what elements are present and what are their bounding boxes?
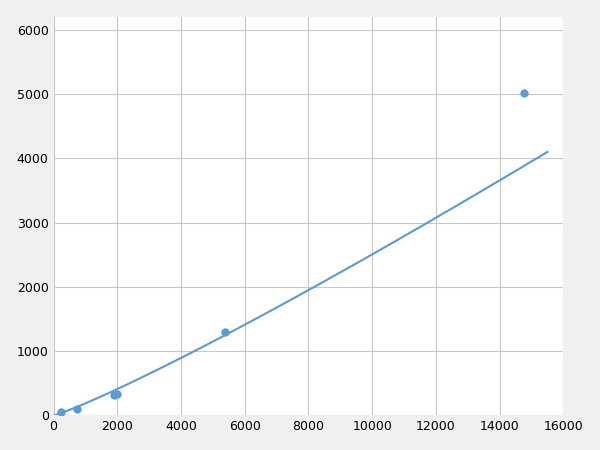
Point <box>73 405 82 413</box>
Point <box>112 390 122 397</box>
Point <box>220 329 230 336</box>
Point <box>56 408 66 415</box>
Point <box>109 392 119 399</box>
Point <box>519 90 529 97</box>
